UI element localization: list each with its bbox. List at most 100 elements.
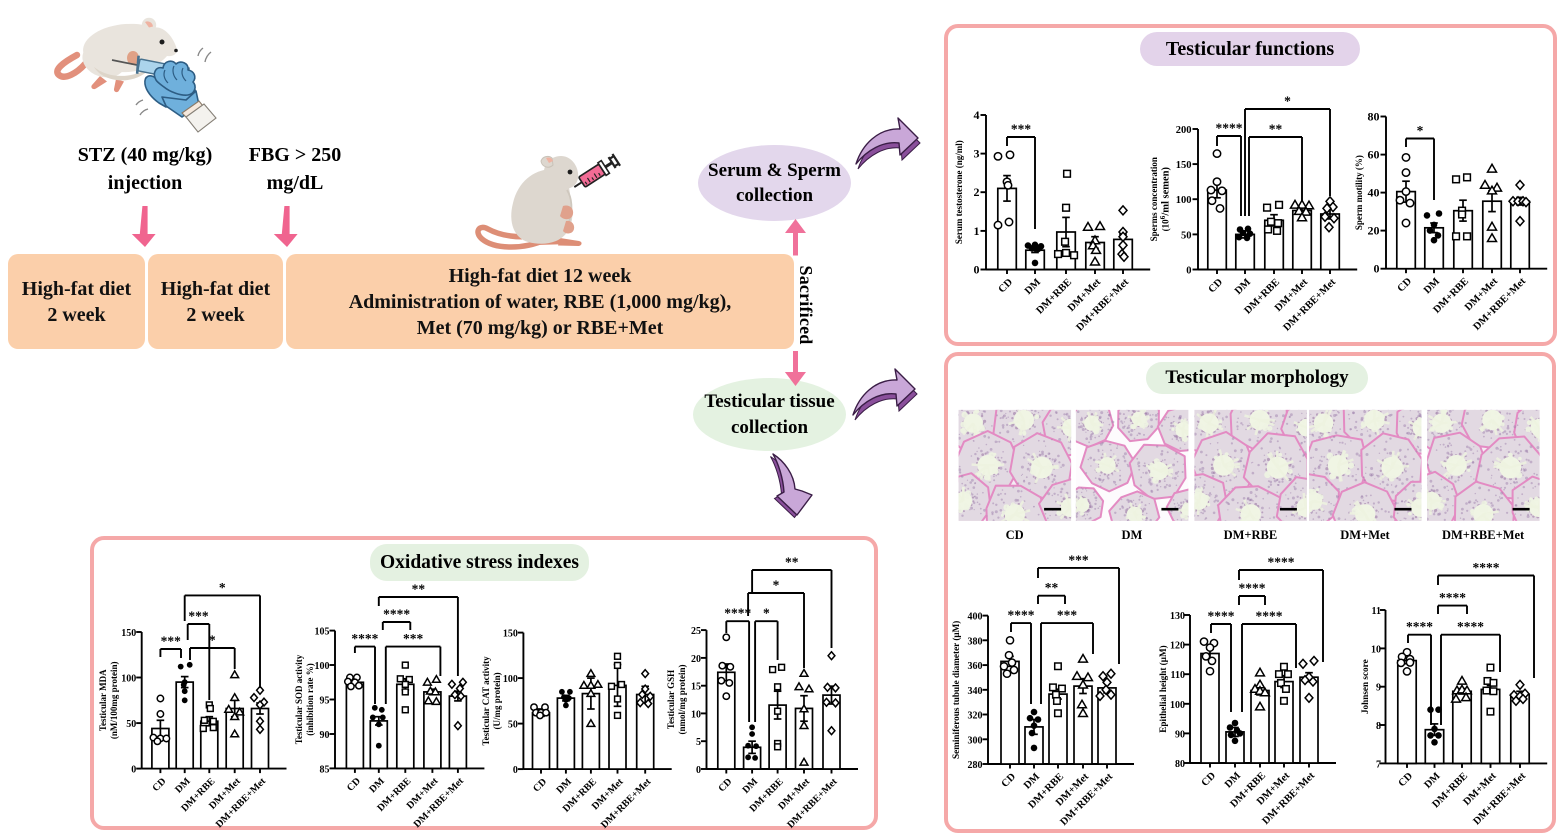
svg-text:10: 10: [1371, 644, 1381, 655]
svg-text:0: 0: [974, 263, 980, 277]
svg-text:11: 11: [1372, 606, 1381, 617]
svg-text:Seminiferous tubule diameter (: Seminiferous tubule diameter (μM): [951, 621, 961, 759]
svg-text:Testicular SOD activity: Testicular SOD activity: [294, 654, 304, 744]
svg-text:DM+RBE+Met: DM+RBE+Met: [785, 776, 840, 831]
svg-text:*: *: [219, 580, 226, 595]
svg-text:7: 7: [1376, 759, 1381, 770]
svg-text:0: 0: [696, 765, 701, 776]
svg-text:DM+RBE+Met: DM+RBE+Met: [1471, 276, 1528, 333]
svg-text:20: 20: [691, 654, 701, 665]
svg-text:CD: CD: [345, 776, 363, 794]
svg-text:*: *: [1284, 94, 1291, 109]
svg-text:120: 120: [1170, 641, 1185, 652]
svg-text:50: 50: [1181, 230, 1192, 241]
svg-text:150: 150: [1176, 160, 1192, 171]
svg-text:DM: DM: [1121, 528, 1142, 542]
svg-text:0: 0: [1186, 266, 1191, 277]
svg-text:(nM/100mg protein): (nM/100mg protein): [109, 662, 119, 740]
svg-text:**: **: [412, 582, 426, 597]
svg-text:Testicular MDA: Testicular MDA: [98, 669, 108, 731]
svg-text:****: ****: [1457, 619, 1484, 634]
svg-text:DM: DM: [741, 776, 761, 796]
svg-text:CD: CD: [716, 776, 734, 794]
svg-text:100: 100: [1170, 700, 1185, 711]
svg-text:DM+RBE+Met: DM+RBE+Met: [599, 776, 654, 831]
svg-text:DM: DM: [1223, 770, 1243, 790]
svg-text:CD: CD: [997, 277, 1016, 296]
svg-text:9: 9: [1376, 683, 1381, 694]
svg-text:100: 100: [121, 674, 136, 685]
svg-text:DM: DM: [1422, 276, 1442, 296]
svg-text:100: 100: [315, 661, 330, 672]
svg-text:80: 80: [1175, 759, 1185, 770]
svg-text:400: 400: [968, 612, 983, 623]
svg-text:80: 80: [1368, 110, 1380, 124]
svg-text:280: 280: [968, 760, 983, 771]
svg-text:(U/mg protein): (U/mg protein): [492, 672, 502, 729]
svg-text:DM: DM: [173, 776, 193, 796]
svg-text:(inhibition rate %): (inhibition rate %): [305, 663, 315, 736]
svg-text:***: ***: [1057, 608, 1078, 623]
svg-text:DM+RBE+Met: DM+RBE+Met: [1442, 528, 1525, 542]
svg-text:****: ****: [383, 607, 410, 622]
svg-text:150: 150: [121, 628, 136, 639]
svg-text:CD: CD: [1396, 276, 1415, 295]
svg-text:****: ****: [1208, 609, 1235, 624]
svg-text:60: 60: [1368, 148, 1380, 162]
svg-text:380: 380: [968, 636, 983, 647]
svg-text:****: ****: [1239, 581, 1266, 596]
svg-text:CD: CD: [151, 776, 169, 794]
svg-text:105: 105: [315, 627, 330, 638]
svg-text:Testicular CAT activity: Testicular CAT activity: [481, 656, 491, 746]
svg-text:Sperms concentration: Sperms concentration: [1149, 157, 1159, 241]
svg-text:****: ****: [1216, 121, 1243, 136]
svg-text:(106/ml semen): (106/ml semen): [1158, 166, 1172, 231]
svg-text:85: 85: [320, 764, 330, 775]
svg-text:8: 8: [1376, 721, 1381, 732]
svg-text:95: 95: [320, 696, 330, 707]
svg-text:***: ***: [1068, 552, 1089, 567]
svg-text:DM: DM: [1022, 771, 1042, 791]
svg-text:CD: CD: [531, 776, 549, 794]
svg-text:90: 90: [1175, 729, 1185, 740]
svg-text:**: **: [785, 555, 799, 570]
svg-text:2: 2: [974, 185, 980, 199]
svg-text:DM: DM: [554, 776, 574, 796]
svg-text:340: 340: [968, 686, 983, 697]
svg-text:****: ****: [724, 606, 751, 621]
svg-text:***: ***: [1011, 122, 1032, 137]
svg-text:300: 300: [968, 735, 983, 746]
svg-text:****: ****: [1439, 590, 1466, 605]
svg-text:DM+RBE+Met: DM+RBE+Met: [1074, 276, 1131, 333]
svg-text:320: 320: [968, 711, 983, 722]
svg-text:****: ****: [1406, 619, 1433, 634]
svg-text:(nmol/mg protein): (nmol/mg protein): [677, 664, 687, 734]
svg-text:CD: CD: [1207, 277, 1226, 296]
svg-text:40: 40: [1368, 186, 1380, 200]
svg-text:110: 110: [1171, 670, 1185, 681]
svg-text:4: 4: [974, 108, 980, 122]
svg-text:****: ****: [1008, 608, 1035, 623]
svg-text:Sperm motility (%): Sperm motility (%): [1354, 155, 1364, 230]
svg-text:1: 1: [974, 224, 980, 238]
svg-text:0: 0: [513, 765, 518, 776]
svg-text:DM: DM: [1233, 277, 1253, 297]
svg-text:200: 200: [1176, 125, 1192, 136]
svg-text:20: 20: [1368, 224, 1380, 238]
svg-text:*: *: [209, 633, 216, 648]
svg-text:90: 90: [320, 730, 330, 741]
svg-text:CD: CD: [1000, 771, 1019, 790]
svg-text:3: 3: [974, 147, 980, 161]
svg-text:****: ****: [351, 631, 378, 646]
svg-text:DM: DM: [1422, 771, 1442, 791]
svg-text:Testicular GSH: Testicular GSH: [666, 670, 676, 729]
svg-text:10: 10: [691, 709, 701, 720]
svg-text:*: *: [1417, 123, 1424, 138]
svg-text:***: ***: [403, 631, 424, 646]
svg-text:25: 25: [691, 626, 701, 637]
svg-text:DM+RBE+Met: DM+RBE+Met: [1281, 276, 1338, 333]
svg-text:**: **: [1269, 122, 1283, 137]
svg-text:****: ****: [1473, 560, 1500, 575]
svg-text:100: 100: [1176, 195, 1192, 206]
svg-text:5: 5: [696, 737, 701, 748]
